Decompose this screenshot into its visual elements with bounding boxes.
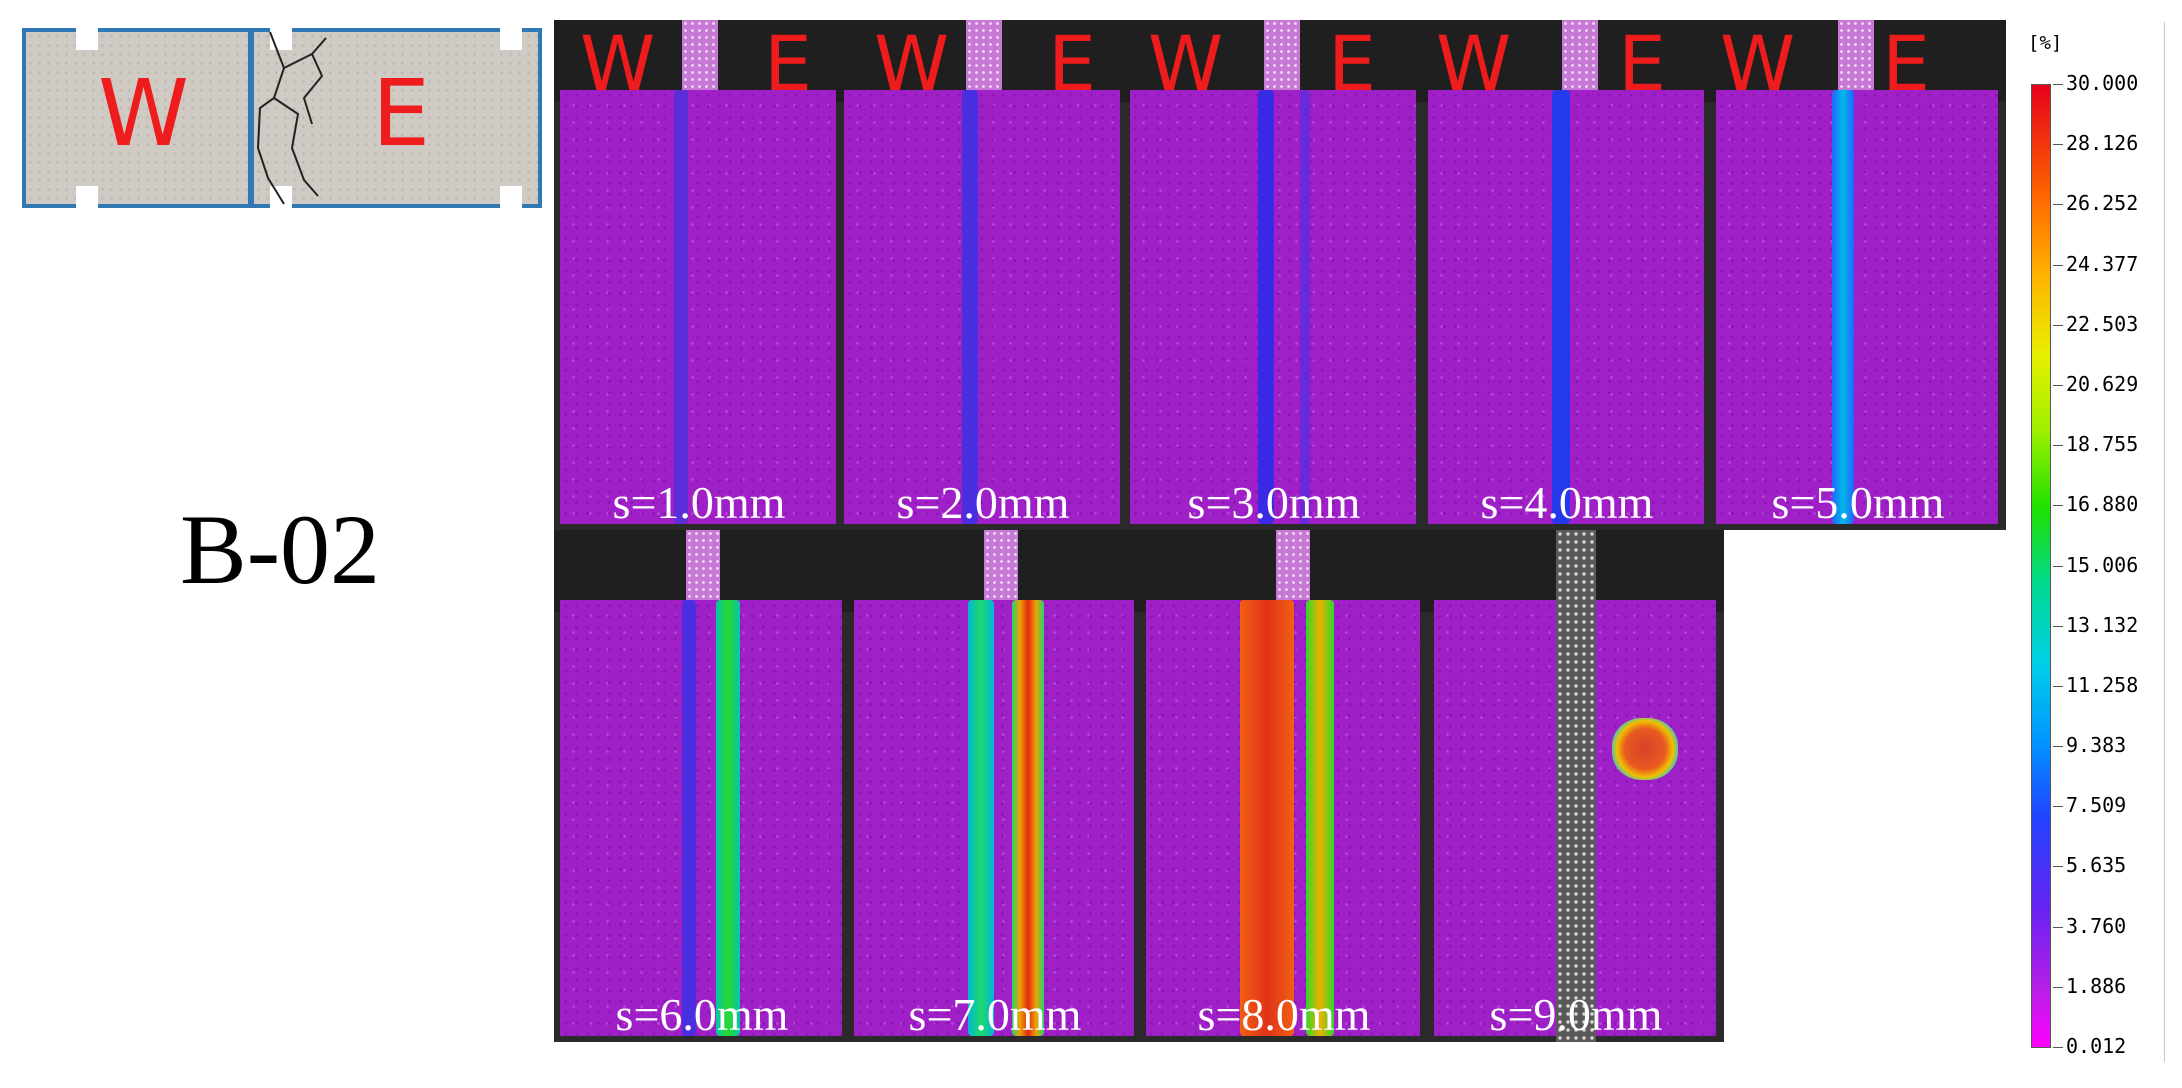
west-label: W: [1720, 20, 1796, 108]
scale-tick: [2053, 685, 2063, 687]
strain-field-panel: W E s=5.0mm: [1710, 20, 2006, 530]
west-label: W: [1436, 20, 1512, 108]
west-label: W: [580, 20, 656, 108]
scale-tick-label: 5.635: [2066, 853, 2127, 878]
east-label: E: [1328, 20, 1377, 108]
color-scale-bar: [2031, 84, 2051, 1048]
divider: [2164, 22, 2165, 1062]
scale-tick-label: 7.509: [2066, 793, 2127, 818]
scale-tick-label: 1.886: [2066, 973, 2127, 998]
scale-tick: [2053, 445, 2063, 447]
scale-tick: [2053, 1047, 2063, 1048]
displacement-label: s=7.0mm: [908, 989, 1082, 1040]
strain-field-panel: s=9.0mm: [1428, 530, 1724, 1042]
displacement-label: s=5.0mm: [1771, 477, 1945, 528]
scale-tick: [2053, 144, 2063, 146]
scale-tick: [2053, 986, 2063, 988]
schematic-east-half: E: [250, 28, 542, 208]
scale-tick-label: 20.629: [2066, 371, 2139, 396]
scale-tick: [2053, 204, 2063, 206]
strain-field-panel: W E s=2.0mm: [838, 20, 1128, 530]
west-label: W: [874, 20, 950, 108]
east-label: E: [1618, 20, 1667, 108]
east-label: E: [1882, 20, 1931, 108]
crack-pattern: [256, 31, 327, 205]
strain-field-panel: s=6.0mm: [554, 530, 850, 1042]
scale-tick: [2053, 746, 2063, 748]
specimen-id: B-02: [180, 494, 380, 605]
specimen-schematic: W E: [22, 28, 542, 212]
scale-tick-label: 24.377: [2066, 251, 2139, 276]
scale-tick-label: 11.258: [2066, 672, 2139, 697]
scale-tick-label: 9.383: [2066, 733, 2127, 758]
scale-tick: [2053, 565, 2063, 567]
scale-tick-label: 3.760: [2066, 913, 2127, 938]
scale-tick-label: 30.000: [2066, 71, 2139, 95]
scale-tick: [2053, 505, 2063, 507]
notch: [76, 28, 98, 50]
scale-tick: [2053, 926, 2063, 928]
schematic-west-label: W: [98, 60, 189, 167]
scale-tick-label: 26.252: [2066, 191, 2139, 216]
strain-field-panel: W E s=4.0mm: [1422, 20, 1712, 530]
west-label: W: [1148, 20, 1224, 108]
displacement-label: s=3.0mm: [1187, 477, 1361, 528]
displacement-label: s=1.0mm: [612, 477, 786, 528]
scale-tick-label: 16.880: [2066, 492, 2139, 517]
scale-unit: [%]: [2028, 32, 2063, 54]
displacement-label: s=6.0mm: [615, 989, 789, 1040]
east-label: E: [1048, 20, 1097, 108]
displacement-label: s=9.0mm: [1489, 989, 1663, 1040]
scale-tick: [2053, 806, 2063, 808]
scale-tick-label: 13.132: [2066, 612, 2139, 637]
scale-tick: [2053, 84, 2063, 85]
scale-tick: [2053, 324, 2063, 326]
scale-tick-label: 0.012: [2066, 1034, 2127, 1058]
scale-tick-label: 28.126: [2066, 131, 2139, 156]
schematic-east-label: E: [372, 60, 431, 167]
displacement-label: s=2.0mm: [896, 477, 1070, 528]
scale-tick-label: 18.755: [2066, 432, 2139, 457]
strain-field-panel: W E s=3.0mm: [1124, 20, 1424, 530]
strain-field-panel: W E s=1.0mm: [554, 20, 844, 530]
scale-tick: [2053, 625, 2063, 627]
displacement-label: s=4.0mm: [1480, 477, 1654, 528]
notch: [500, 186, 522, 208]
scale-tick: [2053, 264, 2063, 266]
notch: [76, 186, 98, 208]
displacement-label: s=8.0mm: [1197, 989, 1371, 1040]
notch: [500, 28, 522, 50]
scale-tick-label: 15.006: [2066, 552, 2139, 577]
scale-tick-label: 22.503: [2066, 311, 2139, 336]
strain-field-panel: s=7.0mm: [848, 530, 1142, 1042]
schematic-west-half: W: [22, 28, 252, 208]
scale-tick: [2053, 384, 2063, 386]
scale-tick: [2053, 866, 2063, 868]
east-label: E: [764, 20, 813, 108]
strain-field-panel: s=8.0mm: [1140, 530, 1428, 1042]
